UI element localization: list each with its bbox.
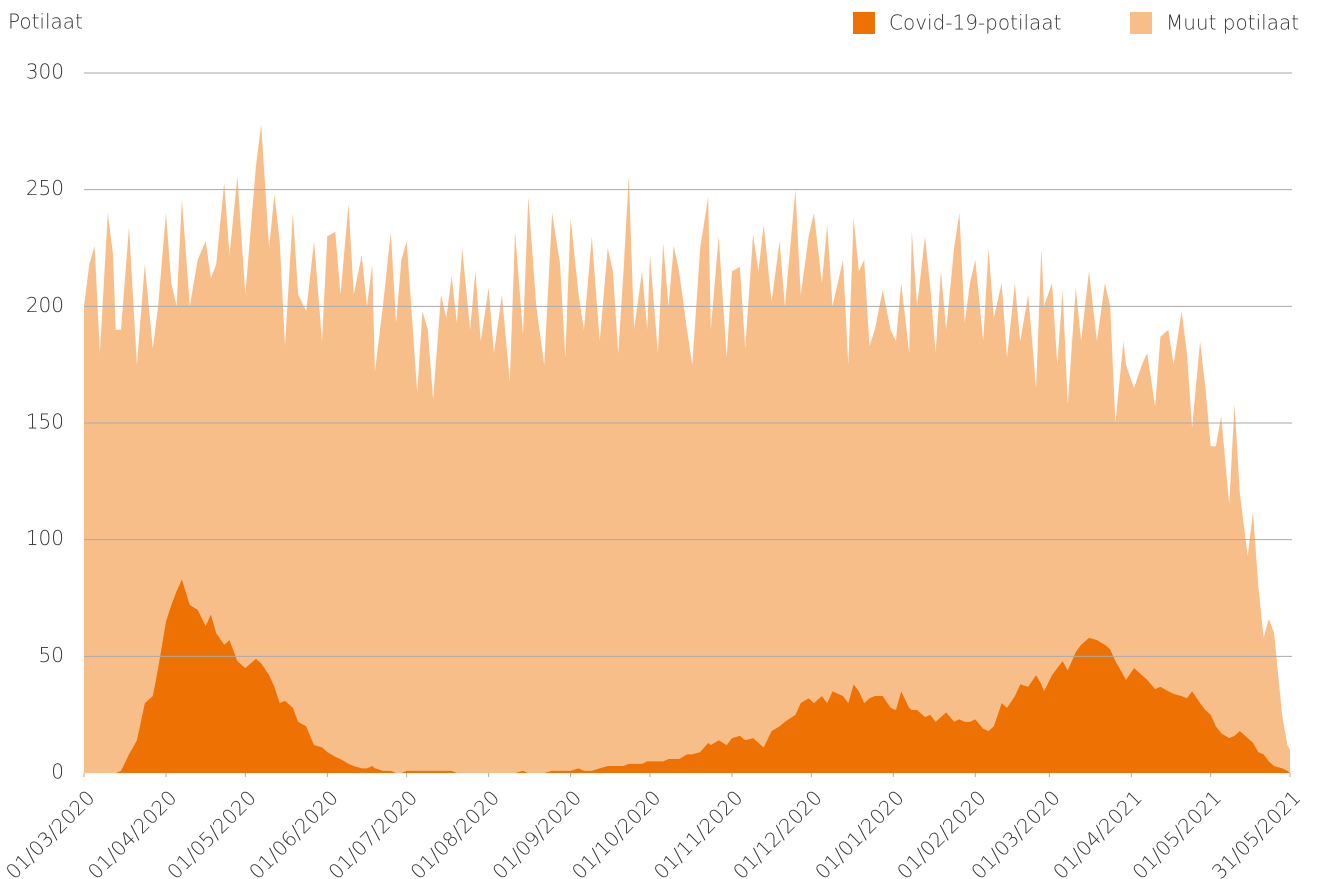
y-tick-label: 200: [26, 293, 64, 317]
area: [84, 579, 1290, 773]
area: [84, 124, 1290, 774]
legend-swatch: [853, 12, 875, 34]
legend: Covid-19-potilaat Muut potilaat: [853, 11, 1299, 35]
y-tick-label: 150: [26, 410, 64, 434]
y-tick-label: 0: [51, 760, 64, 784]
legend-label: Covid-19-potilaat: [889, 11, 1061, 35]
legend-label: Muut potilaat: [1166, 11, 1299, 35]
y-tick-label: 100: [26, 526, 64, 550]
y-tick-label: 50: [39, 643, 64, 667]
y-tick-label: 300: [26, 60, 64, 84]
legend-swatch: [1130, 12, 1152, 34]
y-tick-label: 250: [26, 176, 64, 200]
y-axis-label: Potilaat: [8, 10, 83, 34]
